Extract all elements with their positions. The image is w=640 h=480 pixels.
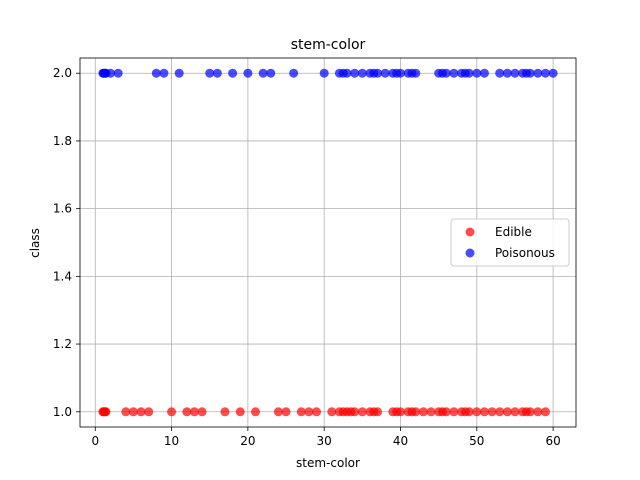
data-point-edible (197, 407, 207, 417)
data-point-edible (472, 407, 482, 417)
x-tick-label: 0 (91, 434, 99, 448)
data-point-poisonous (525, 68, 535, 78)
y-tick-label: 1.0 (53, 405, 72, 419)
data-point-edible (411, 407, 421, 417)
data-point-edible (479, 407, 489, 417)
data-point-poisonous (540, 68, 550, 78)
x-tick-label: 10 (164, 434, 179, 448)
data-point-poisonous (113, 68, 123, 78)
data-point-edible (296, 407, 306, 417)
data-point-edible (449, 407, 459, 417)
data-point-poisonous (472, 68, 482, 78)
data-point-edible (441, 407, 451, 417)
data-point-poisonous (266, 68, 276, 78)
data-points (98, 68, 558, 417)
data-point-poisonous (479, 68, 489, 78)
data-point-poisonous (449, 68, 459, 78)
data-point-poisonous (357, 68, 367, 78)
data-point-edible (136, 407, 146, 417)
data-point-edible (426, 407, 436, 417)
data-point-poisonous (411, 68, 421, 78)
y-axis-ticks: 1.0 1.2 1.4 1.6 1.8 2.0 (53, 66, 80, 419)
data-point-edible (121, 407, 131, 417)
x-tick-label: 50 (469, 434, 484, 448)
data-point-edible (327, 407, 337, 417)
data-point-edible (189, 407, 199, 417)
legend-label-edible: Edible (495, 225, 532, 239)
data-point-edible (350, 407, 360, 417)
data-point-poisonous (174, 68, 184, 78)
data-point-poisonous (342, 68, 352, 78)
x-tick-label: 60 (545, 434, 560, 448)
data-point-poisonous (212, 68, 222, 78)
data-point-edible (525, 407, 535, 417)
legend-label-poisonous: Poisonous (495, 246, 555, 260)
data-point-poisonous (495, 68, 505, 78)
y-tick-label: 1.4 (53, 269, 72, 283)
data-point-poisonous (319, 68, 329, 78)
data-point-edible (533, 407, 543, 417)
data-point-poisonous (373, 68, 383, 78)
data-point-poisonous (533, 68, 543, 78)
data-point-edible (273, 407, 283, 417)
data-point-edible (251, 407, 261, 417)
x-tick-label: 40 (393, 434, 408, 448)
data-point-edible (312, 407, 322, 417)
legend: Edible Poisonous (450, 218, 570, 267)
data-point-edible (128, 407, 138, 417)
data-point-poisonous (395, 68, 405, 78)
data-point-poisonous (380, 68, 390, 78)
data-point-edible (235, 407, 245, 417)
x-axis-title: stem-color (296, 456, 360, 470)
grid-lines (80, 58, 576, 427)
data-point-edible (418, 407, 428, 417)
data-point-poisonous (151, 68, 161, 78)
data-point-edible (144, 407, 154, 417)
data-point-edible (464, 407, 474, 417)
data-point-edible (502, 407, 512, 417)
legend-marker-poisonous (465, 248, 475, 258)
data-point-poisonous (228, 68, 238, 78)
data-point-poisonous (548, 68, 558, 78)
data-point-poisonous (350, 68, 360, 78)
legend-box (450, 218, 570, 267)
plot-frame (79, 57, 577, 428)
data-point-poisonous (441, 68, 451, 78)
data-point-poisonous (159, 68, 169, 78)
data-point-edible (357, 407, 367, 417)
y-tick-label: 1.2 (53, 337, 72, 351)
data-point-edible (220, 407, 230, 417)
data-point-poisonous (258, 68, 268, 78)
data-point-edible (487, 407, 497, 417)
data-point-poisonous (205, 68, 215, 78)
y-tick-label: 1.6 (53, 202, 72, 216)
data-point-edible (281, 407, 291, 417)
data-point-edible (304, 407, 314, 417)
data-point-edible (540, 407, 550, 417)
legend-marker-edible (465, 227, 475, 237)
data-point-poisonous (243, 68, 253, 78)
y-tick-label: 1.8 (53, 134, 72, 148)
x-axis-ticks: 0 10 20 30 40 50 60 (91, 427, 561, 448)
data-point-edible (495, 407, 505, 417)
data-point-edible (373, 407, 383, 417)
data-point-poisonous (510, 68, 520, 78)
y-axis-title: class (28, 228, 42, 258)
data-point-poisonous (502, 68, 512, 78)
data-point-poisonous (289, 68, 299, 78)
chart-title: stem-color (291, 37, 366, 53)
data-point-poisonous (464, 68, 474, 78)
y-tick-label: 2.0 (53, 66, 72, 80)
x-tick-label: 30 (317, 434, 332, 448)
x-tick-label: 20 (240, 434, 255, 448)
data-point-edible (395, 407, 405, 417)
data-point-edible (101, 407, 111, 417)
data-point-edible (510, 407, 520, 417)
data-point-edible (182, 407, 192, 417)
data-point-edible (167, 407, 177, 417)
data-point-poisonous (106, 68, 116, 78)
